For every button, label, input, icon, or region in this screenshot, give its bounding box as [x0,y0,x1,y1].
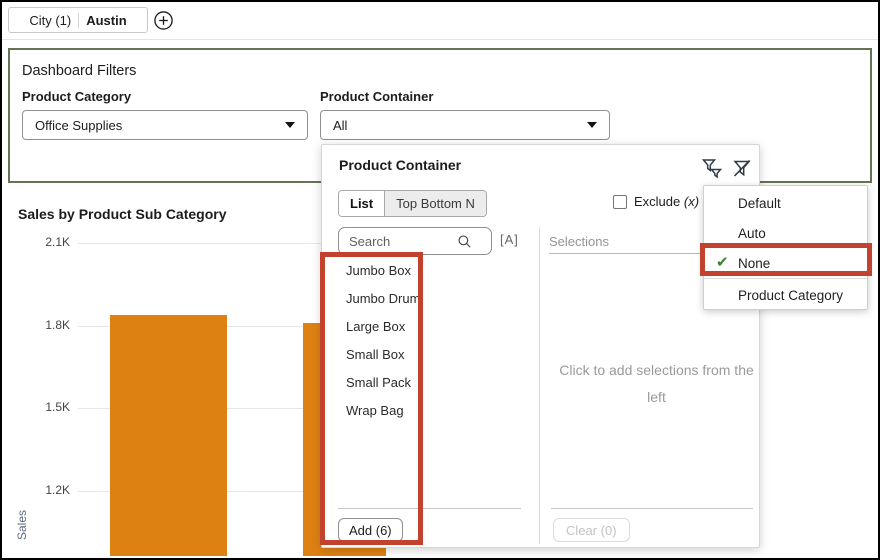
chevron-down-icon [285,122,295,128]
add-button[interactable]: Add (6) [338,518,403,542]
product-container-value: All [333,117,348,133]
selections-header: Selections [549,234,609,249]
list-item[interactable]: Small Pack [346,375,412,390]
list-footer-divider [338,508,521,509]
product-category-label: Product Category [22,89,132,104]
clear-filter-icon [733,159,751,177]
filter-chip-name: City (1) [29,12,72,28]
limit-values-icon [701,159,723,179]
search-input[interactable] [339,233,457,249]
tab-list[interactable]: List [339,191,386,216]
filter-bar: City (1) Austin [0,0,880,40]
selections-empty-text: Click to add selections from the left [559,362,754,405]
popup-title: Product Container [339,157,462,173]
exclude-checkbox[interactable] [613,194,627,209]
tab-top-bottom-n[interactable]: Top Bottom N [385,191,486,216]
list-item[interactable]: Jumbo Drum [346,291,421,306]
list-item[interactable]: Wrap Bag [346,403,404,418]
list-item[interactable]: Large Box [346,319,406,334]
chip-divider [78,12,80,28]
menu-item-default[interactable]: Default [738,195,781,211]
product-container-label: Product Container [320,89,434,104]
y-axis-title: Sales [15,509,29,541]
circle-plus-icon [153,10,173,30]
checkmark-icon: ✔ [716,254,729,271]
product-container-dropdown[interactable]: All [320,110,610,140]
selections-underline [549,253,753,254]
exclude-label: Exclude (x) [634,194,700,209]
clear-button[interactable]: Clear (0) [553,518,630,542]
exclude-control: Exclude (x) [613,194,699,209]
menu-item-product-category[interactable]: Product Category [738,287,844,303]
clear-filter-button[interactable] [731,157,753,179]
search-box [338,227,492,255]
match-case-button[interactable]: [A] [500,232,519,247]
chart-bar[interactable] [110,314,227,556]
chart-title: Sales by Product Sub Category [18,206,227,222]
panel-divider [539,227,540,544]
popup-tabset: List Top Bottom N [338,190,487,217]
y-axis-tick: 2.1K [45,235,70,249]
menu-divider [704,278,867,279]
y-axis-tick: 1.2K [45,483,70,498]
menu-item-auto[interactable]: Auto [738,225,766,241]
list-item[interactable]: Jumbo Box [346,263,412,278]
filter-chip-value: Austin [86,12,127,28]
add-filter-button[interactable] [152,9,174,31]
product-category-dropdown[interactable]: Office Supplies [22,110,308,140]
product-container-popup: Product Container List Top Bottom N Excl… [321,144,760,548]
selections-footer-divider [551,508,753,509]
y-axis-tick: 1.8K [45,317,70,332]
limit-values-button[interactable] [701,157,723,179]
limit-values-menu: Default Auto ✔ None Product Category [703,185,868,310]
y-axis-tick: 1.5K [45,400,70,415]
product-category-value: Office Supplies [35,117,123,133]
menu-item-none[interactable]: ✔ None [716,254,771,271]
panel-title: Dashboard Filters [22,63,137,79]
filter-chip-city[interactable]: City (1) Austin [8,7,148,33]
chevron-down-icon [587,122,597,128]
list-item[interactable]: Small Box [346,347,405,362]
search-icon [458,234,471,248]
